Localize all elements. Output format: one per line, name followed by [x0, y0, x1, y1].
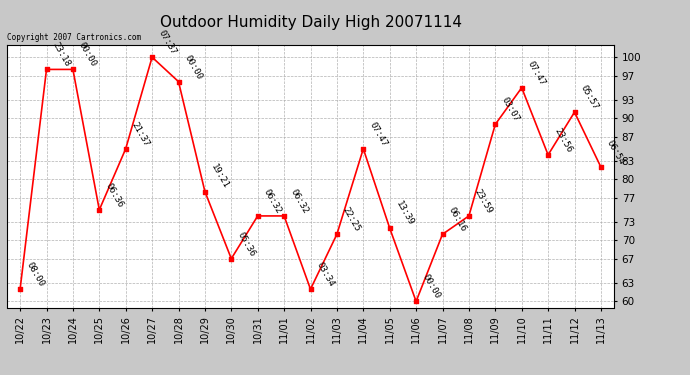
Point — [569, 109, 580, 115]
Text: 23:56: 23:56 — [552, 126, 573, 154]
Text: 23:18: 23:18 — [50, 41, 72, 69]
Text: 13:39: 13:39 — [394, 200, 415, 227]
Point — [226, 256, 237, 262]
Text: Outdoor Humidity Daily High 20071114: Outdoor Humidity Daily High 20071114 — [159, 15, 462, 30]
Text: 07:47: 07:47 — [368, 120, 388, 148]
Point — [120, 146, 131, 152]
Point — [173, 79, 184, 85]
Point — [411, 298, 422, 304]
Point — [146, 54, 157, 60]
Text: 05:36: 05:36 — [235, 230, 257, 258]
Text: 21:37: 21:37 — [130, 120, 151, 148]
Text: 06:54: 06:54 — [605, 138, 627, 166]
Point — [41, 66, 52, 72]
Point — [595, 164, 607, 170]
Text: 06:32: 06:32 — [262, 188, 283, 215]
Text: Copyright 2007 Cartronics.com: Copyright 2007 Cartronics.com — [7, 33, 141, 42]
Point — [94, 207, 105, 213]
Point — [358, 146, 369, 152]
Point — [252, 213, 263, 219]
Text: 00:00: 00:00 — [77, 41, 98, 69]
Point — [490, 122, 501, 128]
Point — [68, 66, 79, 72]
Text: 08:00: 08:00 — [24, 261, 46, 288]
Text: 05:57: 05:57 — [579, 84, 600, 111]
Text: 22:25: 22:25 — [341, 206, 362, 234]
Point — [516, 85, 527, 91]
Point — [542, 152, 553, 158]
Text: 00:00: 00:00 — [420, 273, 442, 301]
Point — [305, 286, 316, 292]
Text: 19:21: 19:21 — [209, 163, 230, 191]
Point — [14, 286, 26, 292]
Text: 03:34: 03:34 — [315, 261, 336, 288]
Text: 03:07: 03:07 — [500, 96, 521, 124]
Point — [464, 213, 475, 219]
Point — [384, 225, 395, 231]
Text: 07:47: 07:47 — [526, 59, 547, 87]
Point — [279, 213, 290, 219]
Text: 23:59: 23:59 — [473, 188, 494, 215]
Point — [331, 231, 342, 237]
Text: 07:37: 07:37 — [156, 28, 177, 56]
Text: 06:16: 06:16 — [446, 206, 468, 234]
Point — [437, 231, 448, 237]
Point — [199, 189, 210, 195]
Text: 00:00: 00:00 — [183, 53, 204, 81]
Text: 06:36: 06:36 — [104, 181, 125, 209]
Text: 06:32: 06:32 — [288, 188, 310, 215]
